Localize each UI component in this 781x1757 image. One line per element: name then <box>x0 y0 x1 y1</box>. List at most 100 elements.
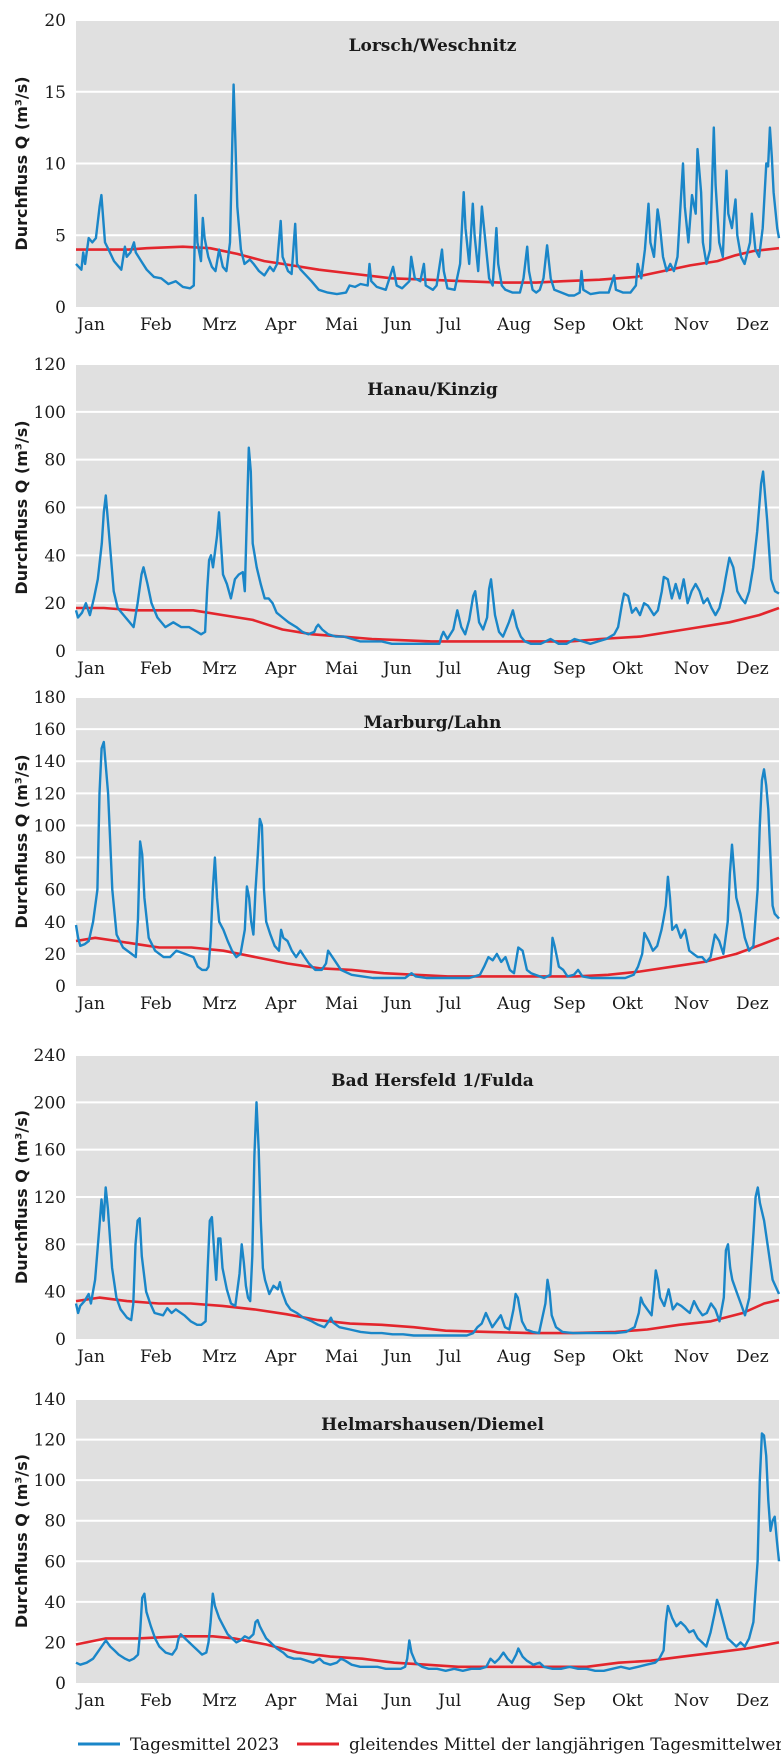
y-tick-label: 80 <box>44 849 66 869</box>
x-tick-label: Apr <box>264 659 297 679</box>
y-tick-label: 80 <box>44 451 66 471</box>
y-tick-label: 0 <box>55 1330 66 1350</box>
series-line-2023 <box>75 83 781 297</box>
y-tick-label: 0 <box>55 642 66 662</box>
x-tick-label: Okt <box>612 1347 643 1367</box>
x-tick-label: Apr <box>264 1691 297 1711</box>
plot-area <box>76 697 779 986</box>
chart-panel: 0 40 80 120 160 200 240 Jan Feb Mrz Apr Mai Jun Jul Au… <box>12 1046 781 1367</box>
x-tick-label: Okt <box>612 659 643 679</box>
y-tick-label: 40 <box>44 546 66 566</box>
y-tick-label: 20 <box>44 594 66 614</box>
y-tick-label: 120 <box>34 1188 66 1208</box>
x-tick-label: Nov <box>674 1347 709 1367</box>
x-tick-label: Mrz <box>202 659 237 679</box>
chart-title: Helmarshausen/Diemel <box>321 1415 544 1435</box>
x-tick-label: Apr <box>264 315 297 335</box>
y-tick-label: 240 <box>34 1046 66 1066</box>
x-tick-label: Jul <box>436 994 461 1014</box>
x-tick-label: Aug <box>496 659 531 679</box>
y-tick-label: 120 <box>34 784 66 804</box>
chart-panel: 0 20 40 60 80 100 120 Jan Feb Mrz Apr Mai Jun Jul Aug S… <box>12 355 780 679</box>
series-line-mean <box>75 1635 780 1669</box>
y-tick-label: 0 <box>55 298 66 318</box>
y-tick-label: 40 <box>44 1283 66 1303</box>
x-tick-label: Nov <box>674 1691 709 1711</box>
x-tick-label: Dez <box>736 1347 769 1367</box>
y-tick-label: 100 <box>34 1471 66 1491</box>
x-tick-label: Feb <box>140 1691 172 1711</box>
series-line-2023 <box>74 740 780 980</box>
y-tick-label: 20 <box>44 1633 66 1653</box>
y-tick-label: 5 <box>55 226 66 246</box>
y-axis-label: Durchfluss Q (m³/s) <box>12 76 31 250</box>
series-line-2023 <box>74 446 780 645</box>
x-tick-label: Sep <box>553 1347 586 1367</box>
y-axis-label: Durchfluss Q (m³/s) <box>12 754 31 928</box>
series-line-2023 <box>74 1101 781 1337</box>
x-tick-label: Mai <box>325 659 359 679</box>
chart-panels: 0 5 10 15 20 Jan Feb Mrz Apr Mai Jun Jul Aug Sep Okt No… <box>12 11 781 1711</box>
y-tick-label: 15 <box>44 83 66 103</box>
x-tick-label: Aug <box>496 315 531 335</box>
x-tick-label: Jun <box>381 315 412 335</box>
x-tick-label: Jan <box>75 659 105 679</box>
x-tick-label: Aug <box>496 994 531 1014</box>
chart-title: Hanau/Kinzig <box>367 380 498 400</box>
x-tick-label: Mai <box>325 1347 359 1367</box>
series-line-mean <box>76 606 780 643</box>
y-tick-label: 120 <box>34 355 66 375</box>
y-tick-label: 0 <box>55 977 66 997</box>
x-tick-label: Dez <box>736 1691 769 1711</box>
x-tick-label: Dez <box>736 659 769 679</box>
x-tick-label: Aug <box>496 1347 531 1367</box>
y-tick-label: 0 <box>55 1674 66 1694</box>
y-tick-label: 40 <box>44 913 66 933</box>
chart-panel: 0 5 10 15 20 Jan Feb Mrz Apr Mai Jun Jul Aug Sep Okt No… <box>12 11 781 335</box>
x-tick-label: Nov <box>674 994 709 1014</box>
x-tick-label: Okt <box>612 1691 643 1711</box>
x-tick-label: Jun <box>381 994 412 1014</box>
y-tick-label: 40 <box>44 1593 66 1613</box>
legend-label-mean: gleitendes Mittel der langjährigen Tages… <box>349 1735 781 1755</box>
y-tick-label: 200 <box>34 1093 66 1113</box>
x-tick-label: Dez <box>736 994 769 1014</box>
x-tick-label: Sep <box>553 1691 586 1711</box>
x-tick-label: Sep <box>553 994 586 1014</box>
x-tick-label: Sep <box>553 659 586 679</box>
x-tick-label: Mrz <box>202 1347 237 1367</box>
series-line-mean <box>75 936 780 978</box>
y-tick-label: 10 <box>44 155 66 175</box>
x-tick-label: Mai <box>325 1691 359 1711</box>
x-tick-label: Nov <box>674 315 709 335</box>
x-tick-label: Okt <box>612 994 643 1014</box>
chart-title: Lorsch/Weschnitz <box>349 36 517 56</box>
x-tick-label: Mrz <box>202 1691 237 1711</box>
x-tick-label: Jun <box>381 1347 412 1367</box>
y-tick-label: 20 <box>44 945 66 965</box>
x-tick-label: Feb <box>140 1347 172 1367</box>
x-tick-label: Mrz <box>202 315 237 335</box>
x-tick-label: Jul <box>436 315 461 335</box>
x-tick-label: Jul <box>436 659 461 679</box>
x-tick-label: Sep <box>553 315 586 335</box>
y-tick-label: 140 <box>34 752 66 772</box>
x-tick-label: Nov <box>674 659 709 679</box>
chart-title: Bad Hersfeld 1/Fulda <box>331 1071 534 1091</box>
x-tick-label: Apr <box>264 1347 297 1367</box>
y-tick-label: 160 <box>34 1141 66 1161</box>
y-axis-label: Durchfluss Q (m³/s) <box>12 1454 31 1628</box>
x-tick-label: Dez <box>736 315 769 335</box>
x-tick-label: Jan <box>75 994 105 1014</box>
y-tick-label: 60 <box>44 499 66 519</box>
x-tick-label: Jul <box>436 1691 461 1711</box>
x-tick-label: Feb <box>140 659 172 679</box>
x-tick-label: Apr <box>264 994 297 1014</box>
y-tick-label: 100 <box>34 403 66 423</box>
x-tick-label: Mai <box>325 994 359 1014</box>
y-tick-label: 100 <box>34 816 66 836</box>
y-tick-label: 80 <box>44 1512 66 1532</box>
x-tick-label: Aug <box>496 1691 531 1711</box>
x-tick-label: Jul <box>436 1347 461 1367</box>
x-tick-label: Jan <box>75 1347 105 1367</box>
